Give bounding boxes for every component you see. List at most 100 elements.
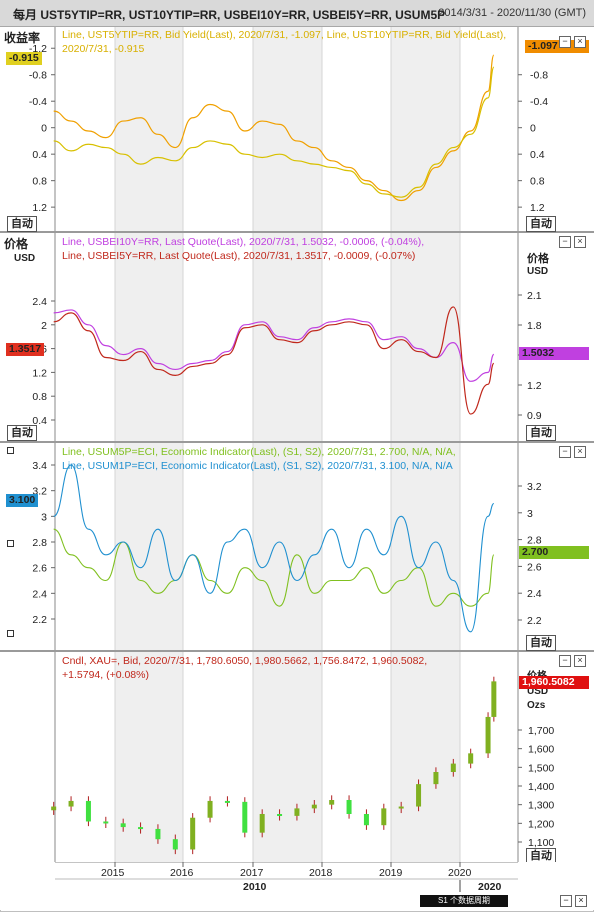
left-tick-label: 1.2 [32, 202, 47, 214]
right-tick-label: 1,700 [528, 725, 554, 737]
candle-body [190, 817, 196, 850]
candle-body [51, 806, 57, 811]
auto-scale-button-left[interactable]: 自动 [7, 425, 37, 441]
x-tick-2015: 2015 [101, 867, 125, 879]
left-tick-label: 3 [41, 511, 47, 523]
candle-body [346, 800, 352, 814]
candle-body [68, 800, 74, 807]
left-tick-label: 0.4 [32, 149, 47, 161]
year-shade-band [115, 443, 183, 650]
gold-right-unit: USD [527, 686, 549, 697]
right-tick-label: 1,600 [528, 744, 554, 756]
series-line-usbei5yrr [53, 306, 495, 415]
left-tick-label: 3.4 [32, 460, 47, 472]
indicator-panel[interactable]: 3.4 3.2 3 2.8 2.6 2.4 2.2 3.2 3 2.8 2.6 2.4 2.2 Line… [0, 443, 594, 652]
candle-body [485, 716, 491, 754]
price-left-value-tag: 1.3517 [6, 343, 45, 356]
gold-panel[interactable]: 1,700 1,600 1,500 1,400 1,300 1,200 1,100 Cndl… [0, 652, 594, 864]
price-right-value-tag: 1.5032 [519, 347, 589, 360]
price-legend: Line, USBEI10Y=RR, Last Quote(Last), 202… [62, 235, 424, 263]
gold-right-value-tag: 1,960.5082 [519, 676, 589, 689]
right-tick-label: 3.2 [527, 481, 542, 493]
candle-body [224, 800, 230, 803]
right-tick-label: 1,400 [528, 781, 554, 793]
close-icon[interactable]: × [574, 446, 586, 458]
candle-body [172, 839, 178, 850]
close-icon[interactable]: × [574, 655, 586, 667]
left-tick-label: 0.8 [32, 391, 47, 403]
right-tick-label: 2.6 [527, 561, 542, 573]
gold-legend: Cndl, XAU=, Bid, 2020/7/31, 1,780.6050, … [62, 654, 427, 682]
right-tick-label: 2.4 [527, 588, 542, 600]
right-tick-label: 1,200 [528, 818, 554, 830]
x-tick-2018: 2018 [309, 867, 333, 879]
close-icon[interactable]: × [574, 236, 586, 248]
right-tick-label: 2.2 [527, 615, 542, 627]
minimize-icon[interactable]: − [559, 236, 571, 248]
series-line-usum5peci [53, 528, 495, 607]
right-tick-label: 0.9 [527, 410, 542, 422]
price-right-unit: USD [527, 266, 549, 277]
title-bar: 每月 UST5YTIP=RR, UST10YTIP=RR, USBEI10Y=R… [0, 0, 594, 27]
candle-body [416, 784, 422, 807]
auto-scale-button[interactable]: 自动 [526, 848, 556, 864]
left-tick-label: 2.8 [32, 537, 47, 549]
right-tick-label: 1.8 [527, 320, 542, 332]
x-tick-2017: 2017 [240, 867, 264, 879]
candle-body [468, 753, 474, 764]
drag-handle[interactable] [7, 630, 14, 637]
auto-scale-button-left[interactable]: 自动 [7, 216, 37, 232]
right-tick-label: 1.2 [530, 202, 545, 214]
gold-right-unit-ozs: Ozs [527, 700, 546, 711]
right-tick-label: 3 [527, 508, 533, 520]
x-decade-2010: 2010 [243, 881, 267, 893]
minimize-icon[interactable]: − [560, 895, 572, 907]
series-line-usum1peci [53, 464, 495, 633]
left-tick-label: 0.8 [32, 176, 47, 188]
candle-body [207, 800, 213, 818]
right-tick-label: -0.4 [530, 96, 548, 108]
indicator-plot: 3.43.232.82.62.42.23.232.82.62.42.2 [32, 443, 542, 650]
candle-body [155, 828, 161, 840]
year-shade-band [391, 443, 460, 650]
close-icon[interactable]: × [574, 36, 586, 48]
candle-body [120, 823, 126, 828]
indicator-legend: Line, USUM5P=ECI, Economic Indicator(Las… [62, 445, 456, 473]
yield-panel[interactable]: -1.2 -0.8 -0.4 0 0.4 0.8 1.2 -0.8 -0.4 0 0.4 0.8 1.2… [0, 27, 594, 233]
right-tick-label: 2.8 [527, 535, 542, 547]
yield-plot: -1.2-0.8-0.400.40.81.2-0.8-0.400.40.81.2 [29, 27, 548, 231]
minimize-icon[interactable]: − [559, 655, 571, 667]
gold-candle-plot: 1,700 1,600 1,500 1,400 1,300 1,200 1,100 [51, 652, 554, 862]
drag-handle[interactable] [7, 447, 14, 454]
yield-left-value-tag: -0.915 [6, 52, 42, 65]
auto-scale-button[interactable]: 自动 [526, 425, 556, 441]
period-status-box[interactable]: S1 个数据周期 [420, 895, 508, 907]
left-tick-label: 1.2 [32, 367, 47, 379]
indicator-legend-line-2: Line, USUM1P=ECI, Economic Indicator(Las… [62, 460, 453, 472]
left-tick-label: 2.6 [32, 563, 47, 575]
indicator-right-value-tag: 2.700 [519, 546, 589, 559]
close-icon[interactable]: × [575, 895, 587, 907]
candle-body [329, 800, 335, 805]
price-unit: USD [14, 253, 36, 264]
x-tick-2019: 2019 [379, 867, 403, 879]
auto-scale-button[interactable]: 自动 [526, 216, 556, 232]
left-tick-label: 2.4 [32, 296, 47, 308]
left-tick-label: -0.8 [29, 70, 47, 82]
candle-body [294, 808, 300, 816]
drag-handle[interactable] [7, 540, 14, 547]
minimize-icon[interactable]: − [559, 36, 571, 48]
auto-scale-button[interactable]: 自动 [526, 635, 556, 651]
candle-body [450, 763, 456, 772]
candle-body [433, 772, 439, 785]
minimize-icon[interactable]: − [559, 446, 571, 458]
price-panel[interactable]: 2.421.61.20.80.42.11.81.51.20.9 价格 USD 价… [0, 233, 594, 443]
left-tick-label: 2.4 [32, 588, 47, 600]
candle-body [381, 808, 387, 826]
right-tick-label: 0 [530, 123, 536, 135]
candle-body [103, 821, 109, 824]
year-shade-band [115, 652, 183, 862]
right-tick-label: 0.8 [530, 176, 545, 188]
series-line-ust10ytiprr [53, 66, 495, 198]
right-tick-label: 1,100 [528, 837, 554, 849]
